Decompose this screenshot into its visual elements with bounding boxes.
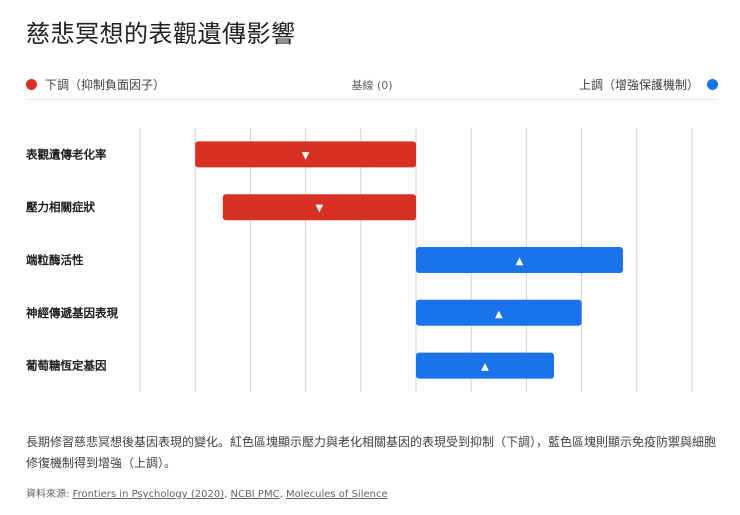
bar-direction-marker: ▲: [495, 309, 503, 320]
legend-up: 上調（增強保護機制）: [579, 76, 718, 93]
bar-direction-marker: ▲: [481, 362, 489, 373]
source-link-ncbi[interactable]: NCBI PMC: [230, 489, 280, 500]
legend-divider: [26, 99, 718, 100]
source-link-frontiers[interactable]: Frontiers in Psychology (2020): [72, 489, 225, 500]
bar-direction-marker: ▼: [302, 150, 310, 161]
bar-direction-marker: ▼: [316, 203, 324, 214]
bar: [416, 299, 582, 326]
bar: [416, 247, 623, 273]
chart-caption: 長期修習慈悲冥想後基因表現的變化。紅色區塊顯示壓力與老化相關基因的表現受到抑制（…: [26, 435, 717, 470]
source-prefix: 資料來源:: [26, 489, 73, 500]
legend-up-swatch: [707, 79, 718, 90]
category-label: 表觀遺傳老化率: [25, 147, 107, 161]
bar: [195, 141, 416, 168]
bar: [222, 194, 416, 221]
legend: 下調（抑制負面因子） 基線 (0) 上調（增強保護機制）: [26, 74, 718, 94]
source-separator: ,: [279, 489, 286, 500]
bar: [416, 352, 554, 379]
chart-title: 慈悲冥想的表觀遺傳影響: [26, 20, 296, 48]
category-label: 壓力相關症狀: [26, 200, 95, 214]
source-line: 資料來源: Frontiers in Psychology (2020), NC…: [26, 485, 388, 500]
source-separator: ,: [224, 489, 231, 500]
bar-direction-marker: ▲: [516, 256, 524, 267]
category-label: 葡萄糖恆定基因: [25, 359, 107, 373]
legend-baseline-label: 基線 (0): [351, 79, 393, 92]
legend-down: 下調（抑制負面因子）: [26, 76, 165, 93]
category-label: 端粒酶活性: [26, 253, 84, 267]
legend-down-swatch: [26, 79, 37, 90]
bar-chart: 表觀遺傳老化率 ▼ 壓力相關症狀 ▼ 端粒酶活性 ▲ 神經傳遞基因表現 ▲ 葡萄糖恆定基因 ▲: [25, 128, 693, 392]
legend-up-label: 上調（增強保護機制）: [578, 78, 699, 92]
source-link-molecules[interactable]: Molecules of Silence: [285, 489, 388, 500]
category-label: 神經傳遞基因表現: [26, 306, 118, 320]
legend-down-label: 下調（抑制負面因子）: [45, 78, 166, 92]
